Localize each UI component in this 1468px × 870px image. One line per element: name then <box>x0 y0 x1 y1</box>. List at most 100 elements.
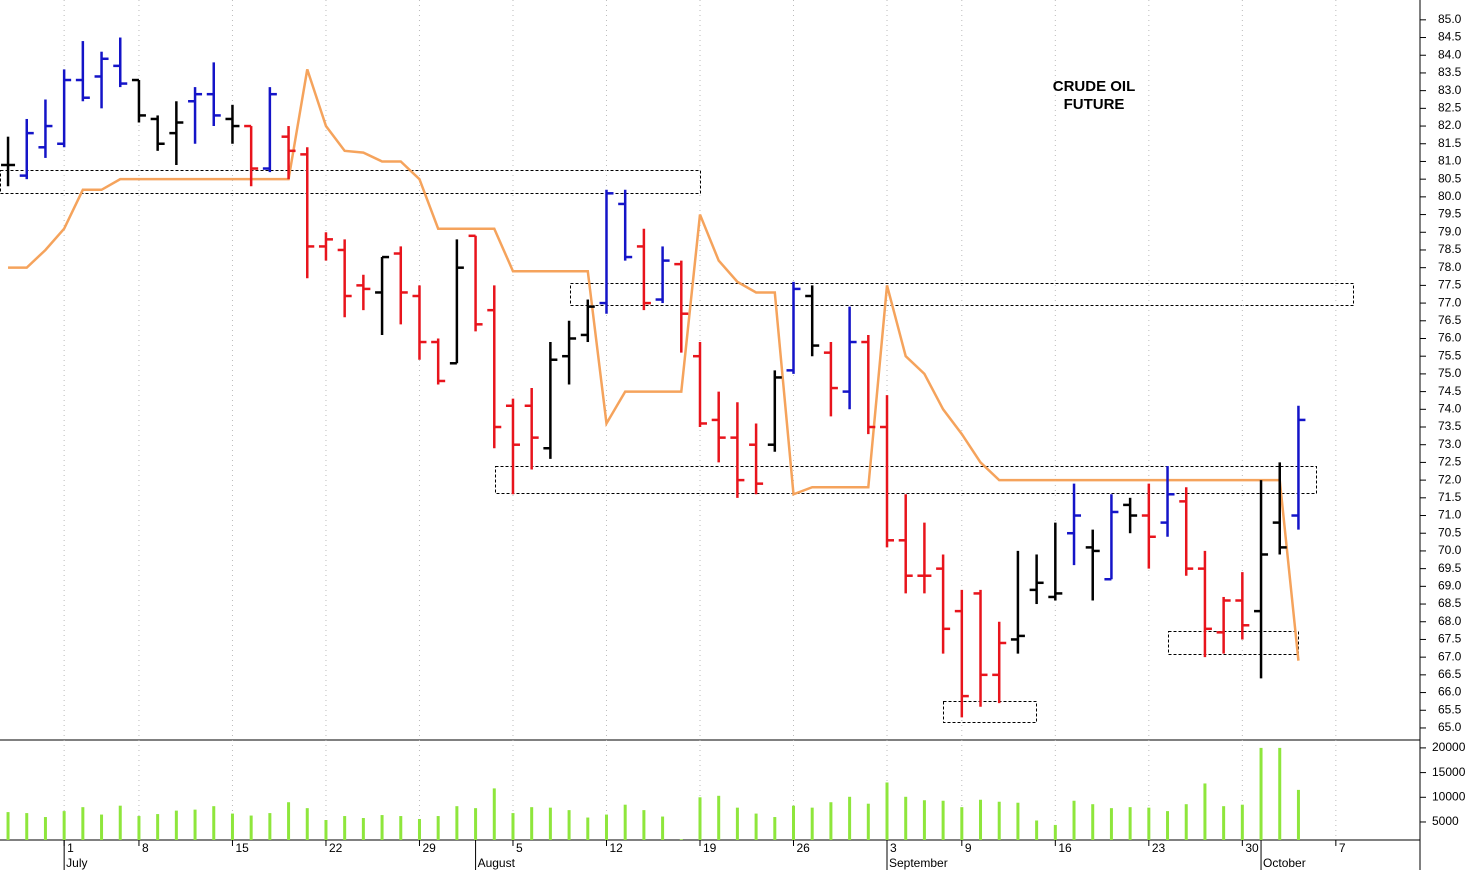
volume-bar <box>1016 802 1020 840</box>
y-tick-label: 76.5 <box>1438 313 1462 327</box>
x-tick-label: 1 <box>67 841 74 855</box>
volume-bar <box>492 788 496 840</box>
x-tick-label: 15 <box>235 841 249 855</box>
y-tick-label: 81.5 <box>1438 136 1462 150</box>
volume-bar <box>1259 747 1263 840</box>
y-tick-label: 5000 <box>1432 814 1459 828</box>
volume-bar <box>792 805 796 840</box>
y-tick-label: 72.0 <box>1438 472 1462 486</box>
x-tick-label: 19 <box>703 841 717 855</box>
x-tick-label: 12 <box>609 841 623 855</box>
volume-bar <box>268 813 272 840</box>
volume-bar <box>1203 783 1207 840</box>
volume-bar <box>679 839 683 840</box>
y-tick-label: 76.0 <box>1438 331 1462 345</box>
volume-bar <box>399 816 403 840</box>
volume-bar <box>661 816 665 840</box>
y-tick-label: 66.5 <box>1438 667 1462 681</box>
y-tick-label: 75.5 <box>1438 348 1462 362</box>
y-tick-label: 71.0 <box>1438 508 1462 522</box>
volume-bar <box>249 815 253 840</box>
y-tick-label: 73.5 <box>1438 419 1462 433</box>
y-tick-label: 66.0 <box>1438 685 1462 699</box>
zone-box <box>0 170 701 194</box>
y-tick-label: 83.0 <box>1438 83 1462 97</box>
zone-box <box>1168 631 1299 655</box>
volume-bar <box>43 817 47 840</box>
y-tick-label: 84.0 <box>1438 47 1462 61</box>
volume-bar <box>193 809 197 840</box>
volume-bar <box>212 806 216 840</box>
volume-bar <box>417 819 421 840</box>
volume-bar <box>885 782 889 840</box>
y-tick-label: 82.0 <box>1438 118 1462 132</box>
x-tick-label: 29 <box>422 841 436 855</box>
y-tick-label: 65.0 <box>1438 720 1462 734</box>
volume-bar <box>941 800 945 840</box>
volume-bar <box>511 813 515 840</box>
y-tick-label: 78.0 <box>1438 260 1462 274</box>
y-tick-label: 73.0 <box>1438 437 1462 451</box>
volume-bar <box>1184 804 1188 840</box>
month-label: October <box>1263 856 1306 870</box>
volume-bar <box>548 807 552 840</box>
volume-bar <box>586 817 590 840</box>
x-tick-label: 8 <box>142 841 149 855</box>
volume-bar <box>1147 807 1151 840</box>
volume-bar <box>904 796 908 840</box>
x-tick-label: 30 <box>1245 841 1259 855</box>
volume-bar <box>1035 820 1039 840</box>
x-tick-label: 16 <box>1058 841 1072 855</box>
volume-bar <box>810 807 814 840</box>
y-tick-label: 74.5 <box>1438 384 1462 398</box>
y-tick-label: 74.0 <box>1438 401 1462 415</box>
volume-bar <box>100 814 104 840</box>
y-tick-label: 84.5 <box>1438 30 1462 44</box>
volume-bar <box>773 817 777 840</box>
y-tick-label: 67.0 <box>1438 649 1462 663</box>
volume-bar <box>230 813 234 840</box>
y-tick-label: 79.5 <box>1438 207 1462 221</box>
volume-bar <box>361 818 365 840</box>
volume-bar <box>324 820 328 840</box>
volume-bar <box>287 802 291 840</box>
volume-bar <box>25 813 29 840</box>
volume-bar <box>604 814 608 840</box>
y-tick-label: 70.0 <box>1438 543 1462 557</box>
volume-bar <box>137 816 141 840</box>
month-label: July <box>66 856 87 870</box>
volume-bar <box>81 807 85 840</box>
y-tick-label: 82.5 <box>1438 101 1462 115</box>
y-tick-label: 85.0 <box>1438 12 1462 26</box>
volume-bar <box>1053 824 1057 840</box>
x-tick-label: 9 <box>965 841 972 855</box>
y-tick-label: 81.0 <box>1438 154 1462 168</box>
volume-bar <box>1166 811 1170 840</box>
month-label: September <box>889 856 948 870</box>
volume-bar <box>1296 789 1300 840</box>
x-tick-label: 26 <box>797 841 811 855</box>
y-tick-label: 20000 <box>1432 740 1466 754</box>
y-tick-label: 75.0 <box>1438 366 1462 380</box>
volume-bar <box>735 807 739 840</box>
volume-bar <box>997 801 1001 840</box>
volume-bar <box>698 797 702 840</box>
volume-bar <box>174 810 178 840</box>
y-tick-label: 10000 <box>1432 789 1466 803</box>
volume-bar <box>642 810 646 840</box>
y-tick-label: 69.0 <box>1438 579 1462 593</box>
volume-bar <box>866 803 870 840</box>
chart-title: CRUDE OIL FUTURE <box>1052 78 1136 113</box>
y-tick-label: 65.5 <box>1438 702 1462 716</box>
y-tick-label: 83.5 <box>1438 65 1462 79</box>
x-tick-label: 3 <box>890 841 897 855</box>
y-tick-label: 15000 <box>1432 765 1466 779</box>
volume-bar <box>1091 804 1095 840</box>
volume-bar <box>567 810 571 840</box>
y-tick-label: 69.5 <box>1438 561 1462 575</box>
volume-bar <box>1278 747 1282 840</box>
volume-bar <box>1128 807 1132 840</box>
volume-bar <box>1072 800 1076 840</box>
